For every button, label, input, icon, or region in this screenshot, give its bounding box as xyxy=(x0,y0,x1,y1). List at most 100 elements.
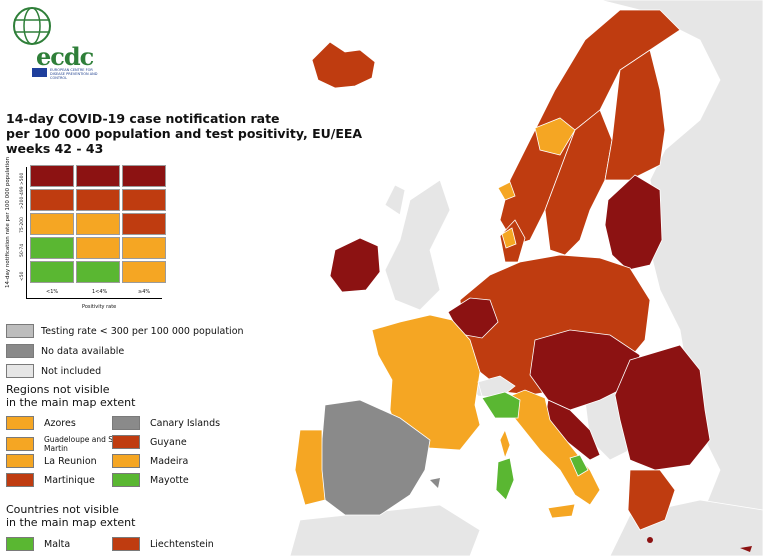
portugal xyxy=(294,429,326,506)
sardinia xyxy=(495,457,515,501)
legend-no-data: No data available xyxy=(6,344,124,358)
eu-flag-icon xyxy=(32,68,47,77)
region-label: Azores xyxy=(44,417,76,429)
swatch-no-data xyxy=(6,344,34,358)
region-label: Guyane xyxy=(150,436,187,448)
corsica xyxy=(499,428,511,460)
matrix-cell xyxy=(122,237,166,259)
balearic xyxy=(430,478,440,488)
france xyxy=(371,314,481,451)
denmark-orange xyxy=(501,227,517,249)
matrix-x-tick: 1<4% xyxy=(92,289,108,295)
matrix-x-tick: ≥4% xyxy=(138,289,151,295)
region-legend-item: Canary Islands xyxy=(112,416,220,430)
matrix-cell xyxy=(30,237,74,259)
italy-north-green xyxy=(481,391,521,419)
region-swatch xyxy=(112,435,140,449)
region-label: Martinique xyxy=(44,474,95,486)
legend-not-included: Not included xyxy=(6,364,101,378)
country-swatch xyxy=(112,537,140,551)
matrix-x-axis-title: Positivity rate xyxy=(82,304,117,310)
region-legend-item: Mayotte xyxy=(112,473,189,487)
crete xyxy=(647,537,653,543)
swatch-testing-rate xyxy=(6,324,34,338)
region-label: Madeira xyxy=(150,455,189,467)
globe-icon xyxy=(13,7,51,45)
matrix-cell xyxy=(30,261,74,283)
logo-subtitle: EUROPEAN CENTRE FOR DISEASE PREVENTION A… xyxy=(50,68,98,80)
matrix-y-tick: >200-499 xyxy=(20,186,25,209)
region-legend-item: La Reunion xyxy=(6,454,97,468)
country-label: Liechtenstein xyxy=(150,538,214,550)
romania-bulgaria xyxy=(614,344,711,471)
region-label: Mayotte xyxy=(150,474,189,486)
iceland xyxy=(311,41,376,89)
finland xyxy=(604,49,666,181)
matrix-cell xyxy=(76,165,120,187)
matrix-cell xyxy=(76,237,120,259)
matrix-cell xyxy=(76,213,120,235)
italy xyxy=(499,389,601,506)
region-label: La Reunion xyxy=(44,455,97,467)
matrix-cell xyxy=(76,261,120,283)
region-swatch xyxy=(112,454,140,468)
matrix-cell xyxy=(122,261,166,283)
region-label: Canary Islands xyxy=(150,417,221,429)
map-title: 14-day COVID-19 case notification rate p… xyxy=(6,111,363,156)
matrix-cell xyxy=(122,189,166,211)
country-legend-item: Malta xyxy=(6,537,70,551)
region-swatch xyxy=(112,473,140,487)
matrix-y-axis-label: 14-day notification rate per 100 000 pop… xyxy=(5,156,11,288)
regions-heading: Regions not visible in the main map exte… xyxy=(6,383,136,409)
cyprus xyxy=(740,546,752,552)
sweden-region-orange xyxy=(534,117,576,156)
matrix-cell xyxy=(122,213,166,235)
region-legend-item: Guyane xyxy=(112,435,187,449)
central-dark-red xyxy=(529,329,641,411)
logo-wordmark: ecdc xyxy=(36,42,94,71)
matrix-cell xyxy=(76,189,120,211)
greece xyxy=(627,469,676,531)
matrix-y-tick: 50-74 xyxy=(20,243,25,257)
matrix-x-tick: <1% xyxy=(46,289,59,295)
region-swatch xyxy=(6,454,34,468)
country-label: Malta xyxy=(44,538,71,550)
region-swatch xyxy=(6,437,34,451)
matrix-cell xyxy=(30,189,74,211)
sweden-region-orange-2 xyxy=(497,181,516,201)
color-matrix xyxy=(30,165,168,287)
swatch-not-included xyxy=(6,364,34,378)
country-legend-item: Liechtenstein xyxy=(112,537,214,551)
matrix-y-axis xyxy=(26,167,27,298)
region-legend-item: Azores xyxy=(6,416,76,430)
ireland xyxy=(329,237,381,293)
matrix-x-axis xyxy=(26,298,162,299)
matrix-y-tick: >500 xyxy=(20,172,25,185)
sicily xyxy=(547,503,576,519)
legend-testing-rate-label: Testing rate < 300 per 100 000 populatio… xyxy=(41,325,244,337)
legend-no-data-label: No data available xyxy=(41,345,125,357)
title-line-3: weeks 42 - 43 xyxy=(6,141,104,156)
ecdc-logo: ecdc EUROPEAN CENTRE FOR DISEASE PREVENT… xyxy=(8,6,98,80)
region-legend-item: Guadeloupe and Saint Martin xyxy=(6,435,134,453)
italy-south-green xyxy=(569,454,589,477)
legend-testing-rate: Testing rate < 300 per 100 000 populatio… xyxy=(6,324,244,338)
region-legend-item: Madeira xyxy=(112,454,188,468)
matrix-y-tick: 75-200 xyxy=(20,217,25,233)
country-swatch xyxy=(6,537,34,551)
matrix-cell xyxy=(122,165,166,187)
title-line-1: 14-day COVID-19 case notification rate xyxy=(6,111,280,126)
region-legend-item: Martinique xyxy=(6,473,95,487)
legend-not-included-label: Not included xyxy=(41,365,102,377)
region-swatch xyxy=(6,416,34,430)
baltics xyxy=(604,174,663,271)
title-line-2: per 100 000 population and test positivi… xyxy=(6,126,363,141)
region-label: Guadeloupe and Saint Martin xyxy=(44,435,128,453)
matrix-cell xyxy=(30,213,74,235)
region-swatch xyxy=(6,473,34,487)
matrix-cell xyxy=(30,165,74,187)
countries-heading: Countries not visible in the main map ex… xyxy=(6,503,136,529)
matrix-y-tick: <50 xyxy=(20,271,25,282)
region-swatch xyxy=(112,416,140,430)
